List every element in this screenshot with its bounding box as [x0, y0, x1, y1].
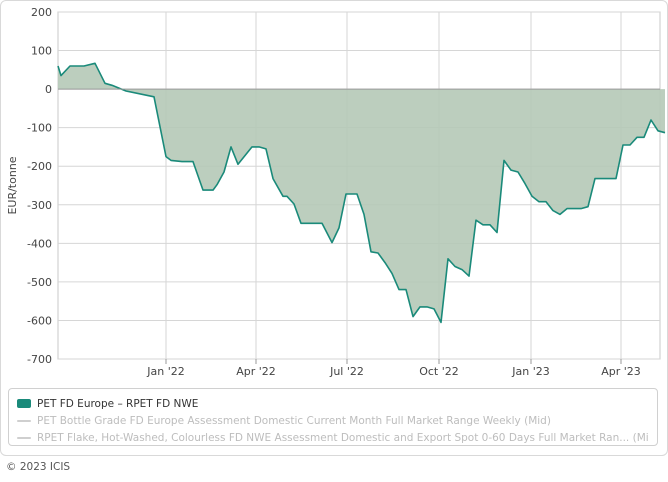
legend: PET FD Europe – RPET FD NWE PET Bottle G…	[8, 388, 658, 446]
y-tick-label: -300	[27, 199, 52, 212]
y-tick-label: -700	[27, 353, 52, 366]
x-tick-label: Jan '22	[146, 365, 184, 378]
x-tick-label: Jan '23	[511, 365, 549, 378]
legend-item-pet-rpet[interactable]: PET FD Europe – RPET FD NWE	[17, 395, 649, 412]
legend-swatch	[17, 419, 31, 422]
legend-label: PET FD Europe – RPET FD NWE	[37, 397, 199, 410]
y-axis: 200 100 0 -100 -200 -300 -400 -500 -600 -700	[27, 6, 52, 366]
y-tick-label: -200	[27, 160, 52, 173]
legend-item-pet-bottle-grade[interactable]: PET Bottle Grade FD Europe Assessment Do…	[17, 412, 649, 429]
x-tick-label: Oct '22	[419, 365, 459, 378]
legend-label: RPET Flake, Hot-Washed, Colourless FD NW…	[37, 431, 649, 444]
legend-label: PET Bottle Grade FD Europe Assessment Do…	[37, 414, 551, 427]
x-tick-label: Apr '22	[236, 365, 276, 378]
y-tick-label: 0	[45, 83, 52, 96]
copyright-text: © 2023 ICIS	[6, 461, 71, 473]
y-tick-label: -600	[27, 314, 52, 327]
series-area	[58, 63, 665, 323]
legend-item-rpet-flake[interactable]: RPET Flake, Hot-Washed, Colourless FD NW…	[17, 429, 649, 446]
y-tick-label: -400	[27, 237, 52, 250]
x-tick-label: Apr '23	[601, 365, 641, 378]
y-tick-label: -100	[27, 122, 52, 135]
legend-swatch	[17, 399, 31, 408]
plot-area	[57, 62, 666, 324]
y-tick-label: -500	[27, 276, 52, 289]
y-axis-title: EUR/tonne	[6, 156, 19, 214]
x-tick-label: Jul '22	[329, 365, 364, 378]
y-tick-label: 200	[31, 6, 52, 19]
y-tick-label: 100	[31, 45, 52, 58]
area-chart: 200 100 0 -100 -200 -300 -400 -500 -600 -700 Jan …	[6, 6, 666, 378]
x-axis: Jan '22 Apr '22 Jul '22 Oct '22 Jan '23 Apr '…	[146, 365, 641, 378]
series-line	[57, 62, 666, 324]
legend-swatch	[17, 436, 31, 439]
